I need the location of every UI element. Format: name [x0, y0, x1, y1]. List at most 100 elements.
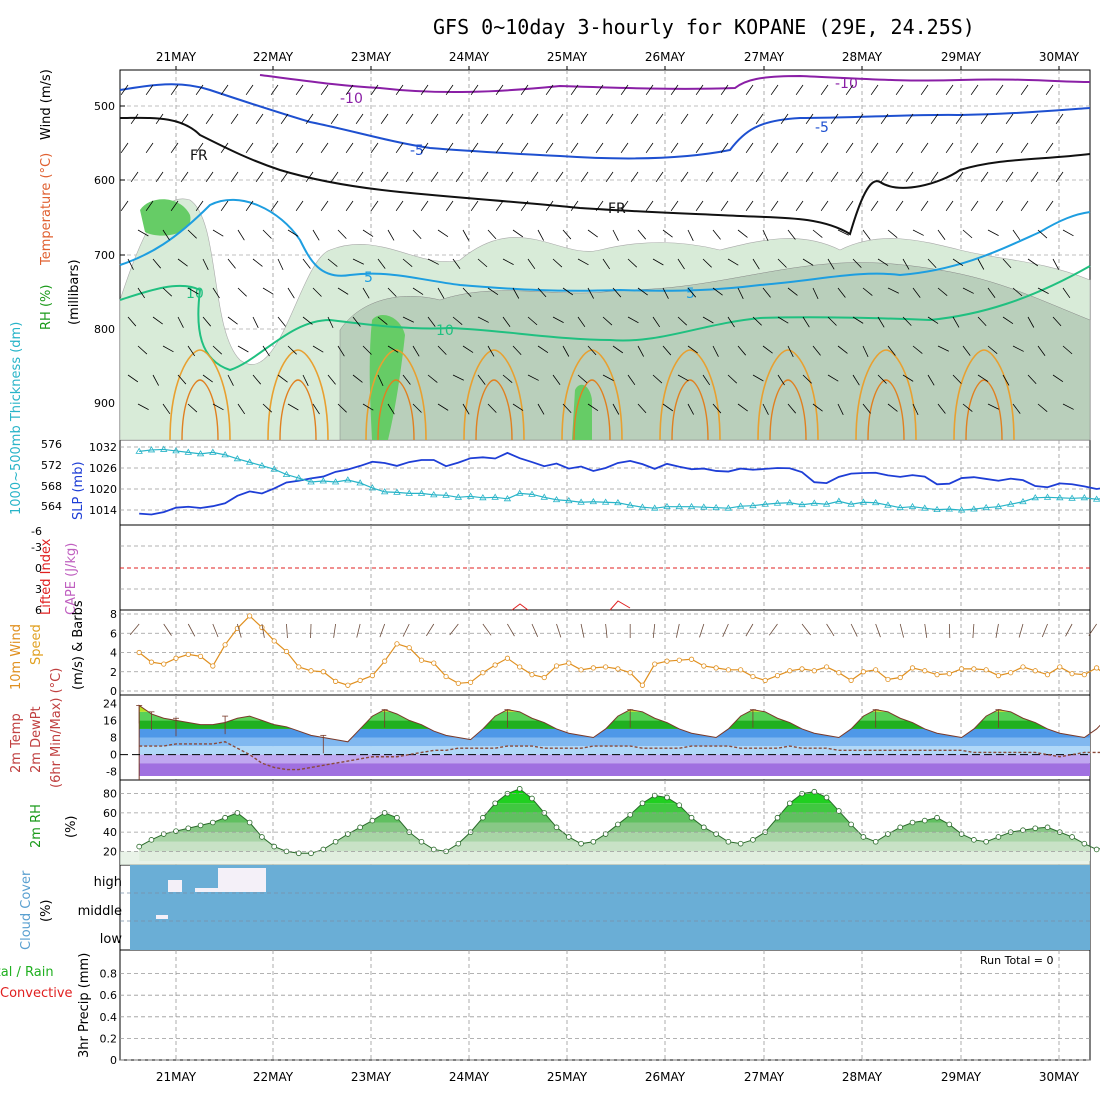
upper-wind-barb	[855, 113, 864, 125]
thickness-point	[871, 498, 880, 506]
upper-wind-barb	[1055, 171, 1064, 183]
upper-wind-barb	[355, 113, 364, 125]
upper-wind-barb	[612, 345, 624, 354]
upper-wind-barb	[1012, 403, 1021, 414]
rh2m-ytick-0: 80	[103, 788, 117, 801]
wind10-speed-point	[553, 663, 560, 669]
wind10-speed-point	[222, 642, 228, 648]
thickness-point	[773, 499, 782, 506]
upper-wind-barb	[1012, 287, 1023, 297]
upper-wind-barb	[620, 84, 629, 96]
upper-wind-barb	[295, 142, 304, 154]
pressure-panel: 576 572 568 564 1032 1026 1020 1014	[41, 438, 1100, 517]
wind10-speed-point	[639, 682, 646, 688]
ylabel-wind10-3: (m/s) & Barbs	[71, 600, 86, 690]
upper-wind-barb	[162, 345, 174, 353]
top-date-label-1: 22MAY	[253, 50, 294, 64]
dewpoint-line	[139, 741, 1100, 771]
rh-area-70-c	[572, 384, 592, 440]
ylabel-wind10-1: 10m Wind	[9, 624, 24, 690]
upper-wind-barb	[430, 171, 439, 183]
slp-line	[139, 451, 1100, 516]
rh2m-point	[1069, 834, 1075, 840]
upper-wind-barb	[352, 258, 364, 265]
wind10-speed-point	[173, 655, 179, 661]
rh2m-point	[725, 838, 732, 845]
rh2m-point	[345, 831, 351, 837]
upper-wind-barb	[812, 403, 823, 412]
upper-wind-barb	[587, 287, 594, 299]
thickness-point	[687, 502, 696, 510]
upper-wind-barb	[280, 113, 289, 125]
upper-wind-barb	[820, 200, 829, 212]
rh2m-point	[455, 840, 462, 847]
ylabel-rh2m: 2m RH	[29, 804, 44, 848]
rh2m-point	[578, 840, 584, 847]
wind10-speed-point	[603, 664, 609, 670]
rh2m-point	[995, 834, 1002, 840]
cloud-cover-fill	[130, 865, 1090, 950]
upper-wind-barb	[345, 142, 354, 154]
upper-wind-barb	[287, 345, 297, 355]
upper-wind-barb	[730, 113, 739, 125]
wind10-speed-point	[725, 667, 731, 673]
chart-title: GFS 0~10day 3-hourly for KOPANE (29E, 24…	[433, 15, 975, 39]
upper-wind-barb	[627, 316, 639, 324]
wind10-speed-point	[136, 649, 142, 656]
upper-wind-barb	[877, 374, 887, 384]
run-total: Run Total = 0	[980, 954, 1054, 967]
upper-wind-barb	[530, 113, 539, 125]
upper-wind-barb	[562, 287, 574, 296]
upper-wind-barb	[462, 229, 470, 241]
bottom-date-label-4: 25MAY	[547, 1070, 588, 1084]
upper-wind-barb	[837, 287, 846, 298]
wind10-speed-point	[210, 663, 216, 669]
wind10-barb	[379, 623, 386, 638]
upper-wind-barb	[902, 374, 914, 382]
upper-wind-barb	[412, 287, 424, 295]
upper-wind-barb	[595, 84, 604, 96]
ylabel-cloud: Cloud Cover	[19, 870, 34, 950]
upper-wind-barb	[830, 171, 839, 183]
upper-wind-barb	[712, 287, 723, 296]
thickness-point	[1092, 495, 1100, 502]
upper-wind-barb	[180, 113, 189, 125]
thickness-point	[589, 497, 598, 505]
rh2m-point	[836, 808, 842, 814]
thickness-point	[835, 497, 843, 504]
upper-wind-barb	[477, 374, 486, 385]
upper-wind-barb	[962, 403, 973, 412]
thickness-point	[1019, 497, 1027, 505]
wind10-speed-point	[750, 673, 756, 680]
upper-wind-barb	[820, 142, 829, 154]
upper-wind-barb	[387, 229, 395, 241]
panel-frame-precip	[119, 949, 1091, 1061]
upper-wind-barb	[320, 84, 329, 96]
stability-panel: -6 -3 0 3 6	[31, 525, 1090, 617]
contour-label-1: -10	[835, 76, 858, 92]
upper-wind-barb	[752, 316, 762, 326]
upper-wind-barb	[345, 84, 354, 96]
rh2m-point	[185, 825, 192, 832]
rh-band-6	[139, 793, 1090, 804]
upper-wind-barb	[245, 142, 254, 154]
upper-wind-barb	[677, 374, 689, 382]
upper-wind-barb	[827, 374, 839, 382]
cloud-level-label-1: middle	[78, 904, 122, 919]
ylabel-temp2m-2: 2m DewPt	[29, 706, 44, 773]
upper-wind-barb	[1005, 171, 1014, 183]
upper-wind-barb	[227, 258, 236, 269]
upper-wind-barb	[770, 142, 779, 154]
upper-wind-barb	[945, 84, 954, 96]
temp2m-ytick-1: 16	[103, 714, 117, 727]
upper-wind-barb	[180, 171, 189, 183]
upper-wind-barb	[437, 287, 445, 299]
wind10-barb	[163, 623, 172, 636]
upper-wind-barb	[1062, 287, 1071, 299]
ylabel-slp: SLP (mb)	[71, 461, 86, 520]
rh2m-point	[823, 794, 830, 801]
upper-wind-barb	[480, 171, 489, 183]
thickness-point	[810, 499, 819, 506]
thickness-point	[491, 493, 499, 500]
rh2m-ytick-1: 60	[103, 807, 117, 820]
